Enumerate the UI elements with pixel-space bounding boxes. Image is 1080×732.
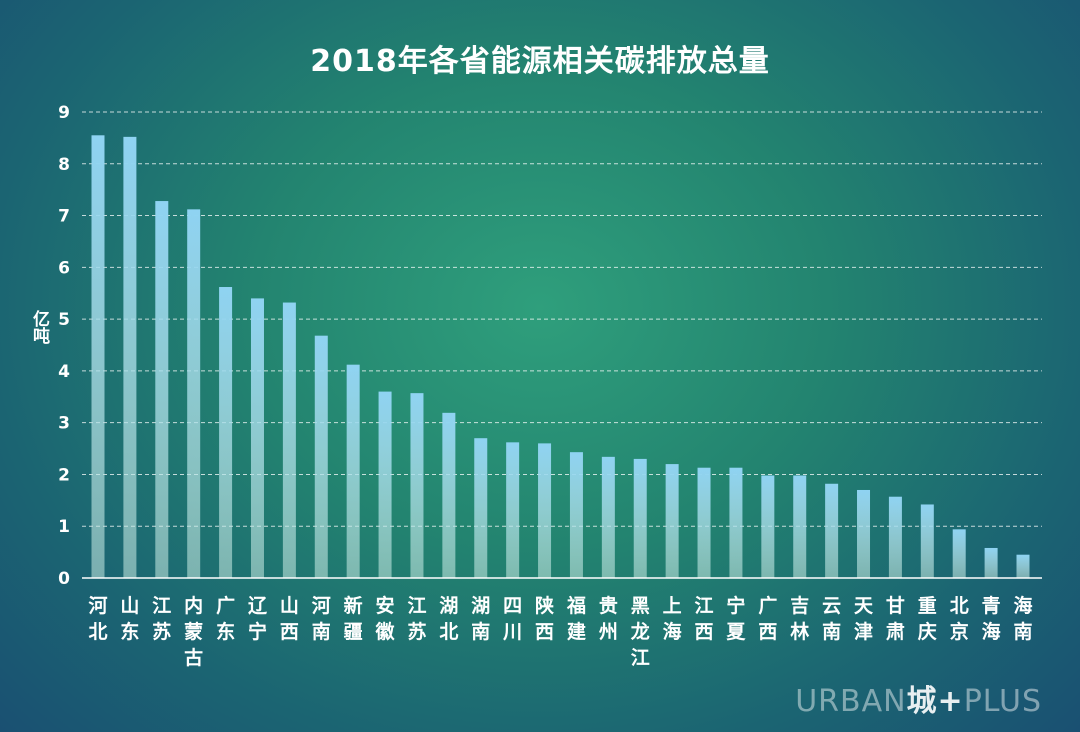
- bar-0: [91, 135, 105, 579]
- x-tick-label: 山东: [120, 595, 139, 643]
- x-tick-label: 甘肃: [886, 595, 905, 643]
- x-tick-label: 云南: [822, 595, 841, 643]
- y-tick-label: 6: [58, 258, 70, 278]
- x-tick-label: 辽宁: [248, 595, 267, 643]
- x-axis-ticks: 河北山东江苏内蒙古广东辽宁山西河南新疆安徽江苏湖北湖南四川陕西福建贵州黑龙江上海…: [88, 594, 1032, 669]
- x-tick-label: 贵州: [599, 595, 618, 643]
- x-tick-label: 新疆: [344, 594, 363, 643]
- bar-10: [410, 393, 424, 578]
- bars: [91, 135, 1030, 579]
- bar-8: [346, 364, 360, 578]
- watermark-mid: 城+: [906, 684, 964, 719]
- x-tick-label: 福建: [566, 594, 586, 643]
- bar-5: [250, 298, 264, 578]
- y-tick-label: 7: [58, 207, 70, 227]
- y-tick-label: 8: [58, 155, 70, 175]
- bar-14: [538, 443, 552, 578]
- watermark-right: PLUS: [963, 684, 1042, 719]
- x-tick-label: 广东: [216, 594, 235, 643]
- x-tick-label: 四川: [502, 595, 522, 643]
- x-tick-label: 黑龙江: [631, 595, 650, 669]
- x-tick-label: 河南: [312, 595, 331, 643]
- y-axis-ticks: 0 1 2 3 4 5 6 7 8 9: [58, 103, 70, 589]
- bar-13: [506, 442, 520, 578]
- bar-22: [793, 475, 807, 578]
- bar-3: [187, 209, 201, 578]
- bar-2: [155, 201, 169, 578]
- x-tick-label: 江苏: [152, 595, 171, 643]
- bar-18: [665, 464, 679, 578]
- y-tick-label: 9: [58, 103, 70, 123]
- bar-16: [601, 456, 615, 578]
- bar-27: [952, 529, 966, 578]
- x-tick-label: 重庆: [918, 595, 937, 643]
- x-tick-label: 陕西: [535, 594, 554, 643]
- x-tick-label: 青海: [982, 595, 1001, 643]
- x-tick-label: 上海: [663, 595, 682, 643]
- y-tick-label: 2: [58, 465, 70, 485]
- bar-11: [442, 412, 456, 578]
- x-tick-label: 山西: [280, 595, 299, 643]
- x-tick-label: 江苏: [407, 595, 426, 643]
- bar-20: [729, 467, 743, 578]
- y-tick-label: 4: [58, 362, 70, 382]
- x-tick-label: 河北: [88, 595, 107, 643]
- bar-28: [984, 547, 998, 578]
- x-tick-label: 内蒙古: [184, 594, 203, 669]
- x-tick-label: 湖北: [439, 595, 458, 643]
- x-tick-label: 安徽: [375, 594, 396, 643]
- x-tick-label: 天津: [854, 595, 874, 643]
- x-tick-label: 吉林: [790, 594, 809, 643]
- bar-24: [857, 489, 871, 578]
- bar-17: [633, 458, 647, 578]
- y-tick-label: 0: [58, 569, 70, 589]
- x-tick-label: 江西: [695, 595, 714, 643]
- bar-1: [123, 136, 137, 578]
- bar-6: [282, 302, 296, 578]
- bar-23: [825, 483, 839, 578]
- gridlines: [82, 111, 1042, 527]
- y-tick-label: 3: [58, 414, 70, 434]
- bar-25: [888, 496, 902, 578]
- bar-26: [920, 504, 934, 578]
- y-axis-label: 亿吨: [29, 310, 49, 344]
- bar-15: [569, 452, 583, 578]
- bar-12: [474, 438, 488, 578]
- x-tick-label: 海南: [1013, 594, 1032, 643]
- bar-7: [314, 335, 328, 578]
- x-tick-label: 北京: [950, 595, 969, 643]
- brand-watermark: URBAN城+PLUS: [795, 676, 1042, 720]
- bar-4: [219, 287, 233, 578]
- bar-19: [697, 467, 711, 578]
- x-tick-label: 广西: [758, 594, 777, 643]
- chart-title: 2018年各省能源相关碳排放总量: [310, 44, 770, 79]
- bar-29: [1016, 554, 1030, 578]
- watermark-left: URBAN: [795, 684, 907, 719]
- x-tick-label: 宁夏: [726, 594, 746, 643]
- y-tick-label: 5: [58, 310, 70, 330]
- x-tick-label: 湖南: [471, 595, 490, 643]
- bar-9: [378, 391, 392, 578]
- bar-21: [761, 475, 775, 578]
- y-tick-label: 1: [58, 517, 70, 537]
